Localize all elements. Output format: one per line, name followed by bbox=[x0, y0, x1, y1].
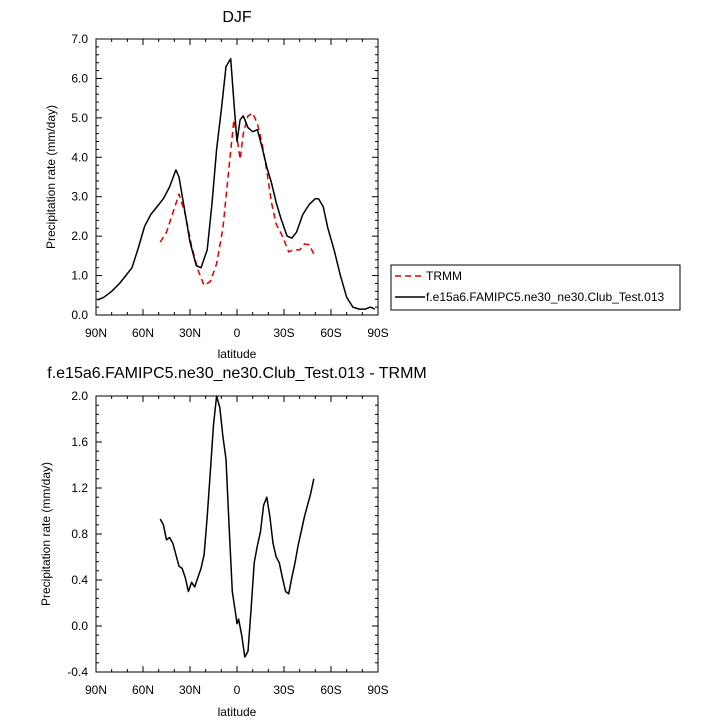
bottom-y-axis-label: Precipitation rate (mm/day) bbox=[39, 462, 53, 606]
top-y-ticks: 0.0 1.0 2.0 3.0 4.0 5.0 6.0 7.0 bbox=[71, 32, 378, 322]
bottom-y-tick-label: -0.4 bbox=[67, 665, 88, 679]
bottom-series-line-0 bbox=[159, 395, 315, 658]
bottom-x-tick-label: 90N bbox=[85, 683, 107, 697]
bottom-plot-frame bbox=[95, 395, 379, 673]
bottom-x-tick-label: 60N bbox=[132, 683, 154, 697]
top-x-tick-label: 60N bbox=[132, 326, 154, 340]
bottom-y-tick-label: 1.2 bbox=[71, 481, 88, 495]
top-y-tick-label: 2.0 bbox=[71, 229, 88, 243]
legend: TRMM f.e15a6.FAMIPC5.ne30_ne30.Club_Test… bbox=[390, 264, 681, 311]
legend-label-trmm: TRMM bbox=[426, 269, 462, 283]
top-series-group bbox=[97, 57, 376, 310]
bottom-x-ticks: 90N 60N 30N 0 30S 60S 90S bbox=[85, 396, 389, 697]
top-x-tick-label: 0 bbox=[234, 326, 241, 340]
bottom-panel: f.e15a6.FAMIPC5.ne30_ne30.Club_Test.013 … bbox=[39, 365, 427, 719]
bottom-y-tick-label: 0.4 bbox=[71, 573, 88, 587]
top-x-tick-label: 30N bbox=[179, 326, 201, 340]
top-y-tick-label: 7.0 bbox=[71, 32, 88, 46]
bottom-x-tick-label: 90S bbox=[367, 683, 388, 697]
bottom-x-tick-label: 30N bbox=[179, 683, 201, 697]
bottom-y-ticks: -0.4 0.0 0.4 0.8 1.2 1.6 2.0 bbox=[67, 389, 378, 679]
top-x-tick-label: 60S bbox=[320, 326, 341, 340]
top-x-tick-label: 90N bbox=[85, 326, 107, 340]
top-y-tick-label: 5.0 bbox=[71, 111, 88, 125]
top-series-line-1 bbox=[97, 57, 376, 310]
top-y-axis-label: Precipitation rate (mm/day) bbox=[44, 105, 58, 249]
top-x-ticks: 90N 60N 30N 0 30S 60S 90S bbox=[85, 39, 389, 340]
bottom-y-tick-label: 0.8 bbox=[71, 527, 88, 541]
top-series-line-0 bbox=[159, 112, 315, 287]
top-y-tick-label: 1.0 bbox=[71, 269, 88, 283]
legend-box bbox=[390, 264, 681, 311]
bottom-y-tick-label: 0.0 bbox=[71, 619, 88, 633]
bottom-y-tick-label: 1.6 bbox=[71, 435, 88, 449]
legend-label-model: f.e15a6.FAMIPC5.ne30_ne30.Club_Test.013 bbox=[426, 290, 664, 304]
bottom-x-tick-label: 60S bbox=[320, 683, 341, 697]
bottom-series-group bbox=[159, 395, 315, 658]
bottom-x-tick-label: 30S bbox=[273, 683, 294, 697]
bottom-chart-title: f.e15a6.FAMIPC5.ne30_ne30.Club_Test.013 … bbox=[47, 365, 426, 382]
top-y-tick-label: 3.0 bbox=[71, 190, 88, 204]
top-y-tick-label: 6.0 bbox=[71, 71, 88, 85]
bottom-x-tick-label: 0 bbox=[234, 683, 241, 697]
top-x-axis-label: latitude bbox=[218, 347, 257, 361]
bottom-y-tick-label: 2.0 bbox=[71, 389, 88, 403]
top-x-tick-label: 30S bbox=[273, 326, 294, 340]
top-x-tick-label: 90S bbox=[367, 326, 388, 340]
top-panel: DJF 90N 60N 30N 0 30S 60S 90S 0.0 1.0 2.0 3.0 4.0 5… bbox=[44, 9, 389, 361]
top-plot-frame bbox=[95, 38, 379, 316]
top-y-tick-label: 0.0 bbox=[71, 308, 88, 322]
top-chart-title: DJF bbox=[222, 9, 252, 26]
top-y-tick-label: 4.0 bbox=[71, 150, 88, 164]
bottom-x-axis-label: latitude bbox=[218, 705, 257, 719]
